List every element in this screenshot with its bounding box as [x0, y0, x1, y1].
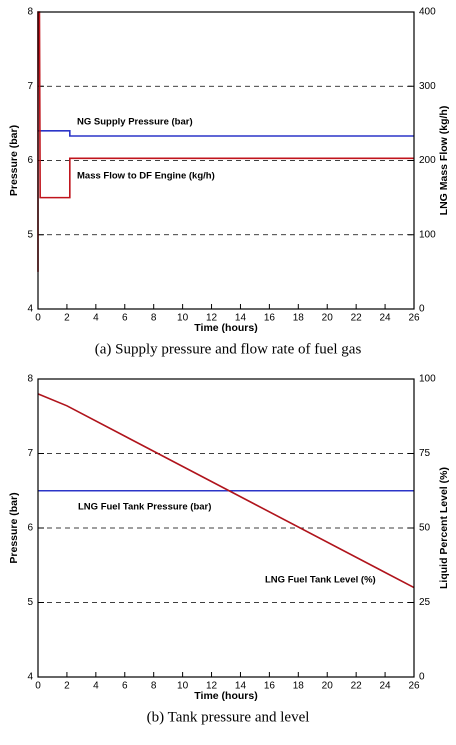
- x-tick-label: 12: [206, 313, 218, 324]
- x-tick-label: 14: [235, 313, 247, 324]
- x-tick-label: 20: [322, 313, 334, 324]
- y-axis-title: Pressure (bar): [8, 125, 20, 196]
- y2-axis-title: Liquid Percent Level (%): [438, 467, 450, 589]
- x-tick-label: 26: [408, 313, 420, 324]
- series-label: LNG Fuel Tank Level (%): [265, 575, 376, 586]
- y2-tick-label: 50: [419, 523, 431, 534]
- x-tick-label: 4: [93, 313, 99, 324]
- y-tick-label: 4: [27, 304, 33, 315]
- y2-axis-title: LNG Mass Flow (kg/h): [438, 106, 450, 216]
- x-tick-label: 22: [351, 313, 363, 324]
- x-tick-label: 26: [408, 681, 420, 692]
- y-tick-label: 7: [27, 448, 33, 459]
- x-tick-label: 2: [64, 313, 70, 324]
- x-tick-label: 6: [122, 681, 128, 692]
- x-tick-label: 24: [380, 681, 392, 692]
- y-tick-label: 5: [27, 597, 33, 608]
- x-axis-title: Time (hours): [194, 690, 257, 702]
- y2-tick-label: 25: [419, 597, 431, 608]
- x-axis-title: Time (hours): [194, 322, 257, 334]
- series-line: [37, 11, 414, 272]
- x-tick-label: 24: [380, 313, 392, 324]
- caption: (a) Supply pressure and flow rate of fue…: [95, 341, 362, 357]
- x-tick-label: 14: [235, 681, 247, 692]
- y-tick-label: 7: [27, 81, 33, 92]
- plot-frame: [37, 378, 415, 678]
- y2-tick-label: 200: [419, 155, 436, 166]
- x-tick-label: 10: [177, 313, 189, 324]
- series-line: [38, 130, 414, 137]
- series-label: Mass Flow to DF Engine (kg/h): [77, 171, 215, 182]
- x-tick-label: 0: [35, 681, 41, 692]
- x-tick-label: 0: [35, 313, 41, 324]
- x-tick-label: 10: [177, 681, 189, 692]
- x-tick-label: 18: [293, 313, 305, 324]
- caption: (b) Tank pressure and level: [147, 709, 310, 725]
- x-tick-label: 22: [351, 681, 363, 692]
- y-tick-label: 6: [27, 155, 33, 166]
- series-line: [37, 393, 415, 589]
- x-tick-label: 12: [206, 681, 218, 692]
- y-tick-label: 5: [27, 229, 33, 240]
- y2-tick-label: 400: [419, 7, 436, 18]
- x-tick-label: 4: [93, 681, 99, 692]
- series-label: LNG Fuel Tank Pressure (bar): [78, 502, 211, 513]
- plot-frame: [37, 11, 415, 310]
- y2-tick-label: 0: [419, 304, 425, 315]
- x-tick-label: 16: [264, 681, 276, 692]
- x-tick-label: 8: [151, 313, 157, 324]
- y-tick-label: 8: [27, 374, 33, 385]
- x-tick-label: 8: [151, 681, 157, 692]
- y2-tick-label: 100: [419, 229, 436, 240]
- y2-tick-label: 0: [419, 672, 425, 683]
- y-tick-label: 4: [27, 672, 33, 683]
- x-tick-label: 6: [122, 313, 128, 324]
- series-label: NG Supply Pressure (bar): [77, 117, 193, 128]
- y-tick-label: 8: [27, 7, 33, 18]
- x-tick-label: 18: [293, 681, 305, 692]
- y-tick-label: 6: [27, 523, 33, 534]
- y2-tick-label: 100: [419, 374, 436, 385]
- x-tick-label: 20: [322, 681, 334, 692]
- y-axis-title: Pressure (bar): [8, 492, 20, 563]
- x-tick-label: 2: [64, 681, 70, 692]
- y2-tick-label: 75: [419, 448, 431, 459]
- x-tick-label: 16: [264, 313, 276, 324]
- y2-tick-label: 300: [419, 81, 436, 92]
